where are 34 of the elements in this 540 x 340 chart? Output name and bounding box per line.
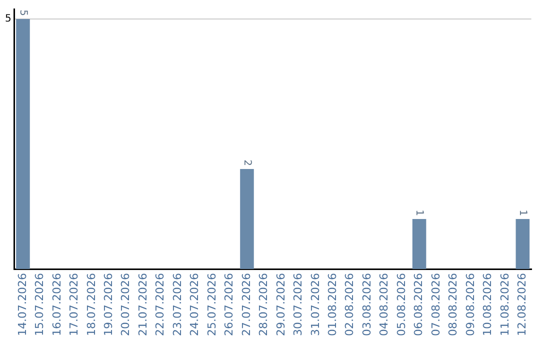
x-tick-label: 18.07.2026 xyxy=(84,273,98,336)
x-tick-label: 24.07.2026 xyxy=(188,273,202,336)
x-tick-label: 16.07.2026 xyxy=(50,273,64,336)
x-tick-label: 28.07.2026 xyxy=(257,273,270,336)
x-tick-label: 10.08.2026 xyxy=(481,273,494,336)
x-tick-label: 25.07.2026 xyxy=(205,273,218,336)
data-label: 2 xyxy=(241,160,252,166)
x-tick-label: 05.08.2026 xyxy=(394,273,408,336)
x-tick-label: 02.08.2026 xyxy=(343,273,356,336)
x-tick-label: 22.07.2026 xyxy=(154,273,167,336)
x-tick-label: 20.07.2026 xyxy=(119,273,132,336)
x-tick-label: 09.08.2026 xyxy=(464,273,477,336)
x-tick-label: 07.08.2026 xyxy=(429,273,442,336)
x-tick-label: 11.08.2026 xyxy=(498,273,512,336)
x-tick-label: 21.07.2026 xyxy=(136,273,150,336)
x-tick-label: 08.08.2026 xyxy=(446,273,460,336)
x-tick-label: 15.07.2026 xyxy=(33,273,46,336)
x-tick-label: 17.07.2026 xyxy=(68,273,81,336)
data-label: 1 xyxy=(414,210,425,216)
x-tick-label: 01.08.2026 xyxy=(326,273,339,336)
data-label: 5 xyxy=(4,14,12,25)
x-tick-label: 31.07.2026 xyxy=(308,273,322,336)
x-tick-label: 26.07.2026 xyxy=(222,273,236,336)
x-tick-label: 06.08.2026 xyxy=(412,273,426,336)
x-tick-label: 04.08.2026 xyxy=(378,273,391,336)
data-label: 1 xyxy=(517,210,528,216)
x-tick-label: 23.07.2026 xyxy=(170,273,184,336)
x-tick-label: 19.07.2026 xyxy=(102,273,115,336)
x-tick-label: 14.07.2026 xyxy=(16,273,29,336)
x-tick-label: 12.08.2026 xyxy=(516,273,529,336)
x-tick-label: 29.07.2026 xyxy=(274,273,288,336)
x-tick-label: 27.07.2026 xyxy=(240,273,253,336)
x-tick-label: 30.07.2026 xyxy=(292,273,305,336)
x-tick-label: 03.08.2026 xyxy=(360,273,374,336)
